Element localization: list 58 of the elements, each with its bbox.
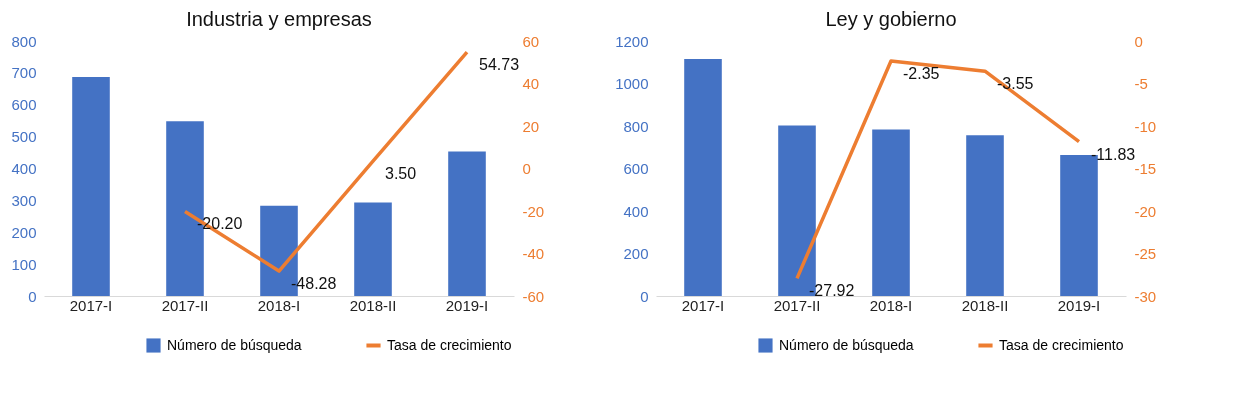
legend-label: Número de búsqueda bbox=[779, 336, 914, 353]
bar bbox=[684, 59, 722, 296]
y-tick-label: 0 bbox=[640, 287, 649, 305]
y2-tick-label: 60 bbox=[522, 32, 540, 50]
data-label: -11.83 bbox=[1091, 145, 1136, 163]
y-tick-label: 0 bbox=[28, 287, 37, 305]
y-tick-label: 200 bbox=[623, 245, 649, 262]
y2-tick-label: -20 bbox=[1134, 202, 1157, 220]
y2-tick-label: -5 bbox=[1134, 75, 1148, 92]
y2-tick-label: 0 bbox=[1134, 32, 1143, 50]
y-tick-label: 400 bbox=[11, 160, 37, 177]
y2-tick-label: -25 bbox=[1134, 245, 1157, 262]
y-tick-label: 400 bbox=[623, 202, 649, 220]
y-tick-label: 600 bbox=[11, 96, 37, 114]
y-tick-label: 1000 bbox=[615, 75, 649, 92]
x-tick-label: 2018-II bbox=[349, 296, 397, 314]
y-tick-label: 300 bbox=[11, 191, 37, 209]
bar bbox=[448, 151, 486, 296]
chart-title: Industria y empresas bbox=[186, 8, 372, 30]
data-label: 3.50 bbox=[385, 165, 417, 183]
y2-tick-label: 40 bbox=[522, 75, 540, 92]
x-tick-label: 2017-II bbox=[773, 296, 821, 314]
data-label: 54.73 bbox=[479, 56, 520, 74]
y-tick-label: 600 bbox=[623, 160, 649, 177]
y-tick-label: 1200 bbox=[615, 32, 649, 50]
y2-tick-label: 20 bbox=[522, 117, 540, 135]
x-tick-label: 2018-II bbox=[961, 296, 1009, 314]
x-tick-label: 2019-I bbox=[445, 296, 489, 314]
legend-label: Número de búsqueda bbox=[167, 336, 302, 353]
y2-tick-label: -10 bbox=[1134, 117, 1157, 135]
y-tick-label: 200 bbox=[11, 223, 37, 241]
x-tick-label: 2017-I bbox=[69, 296, 113, 314]
y2-tick-label: 0 bbox=[522, 160, 531, 177]
line-series bbox=[183, 50, 469, 273]
y2-tick-label: -60 bbox=[522, 287, 545, 305]
y-tick-label: 700 bbox=[11, 64, 37, 82]
y-tick-label: 100 bbox=[11, 255, 37, 273]
bar bbox=[72, 77, 110, 296]
line-series bbox=[795, 59, 1081, 281]
y2-tick-label: -40 bbox=[522, 245, 545, 262]
y2-tick-label: -30 bbox=[1134, 287, 1157, 305]
y-tick-label: 500 bbox=[11, 128, 37, 146]
legend-label: Tasa de crecimiento bbox=[999, 336, 1124, 353]
y-tick-label: 800 bbox=[623, 117, 649, 135]
y2-tick-label: -20 bbox=[522, 202, 545, 220]
chart-title: Ley y gobierno bbox=[825, 8, 957, 30]
y-tick-label: 800 bbox=[11, 32, 37, 50]
bar bbox=[872, 129, 910, 296]
x-tick-label: 2018-I bbox=[869, 296, 913, 314]
x-tick-label: 2018-I bbox=[257, 296, 301, 314]
data-label: -2.35 bbox=[903, 64, 940, 82]
legend-label: Tasa de crecimiento bbox=[387, 336, 512, 353]
x-tick-label: 2019-I bbox=[1057, 296, 1101, 314]
x-tick-label: 2017-I bbox=[681, 296, 725, 314]
bar bbox=[966, 135, 1004, 296]
y2-tick-label: -15 bbox=[1134, 160, 1157, 177]
bar bbox=[354, 202, 392, 296]
x-tick-label: 2017-II bbox=[161, 296, 209, 314]
